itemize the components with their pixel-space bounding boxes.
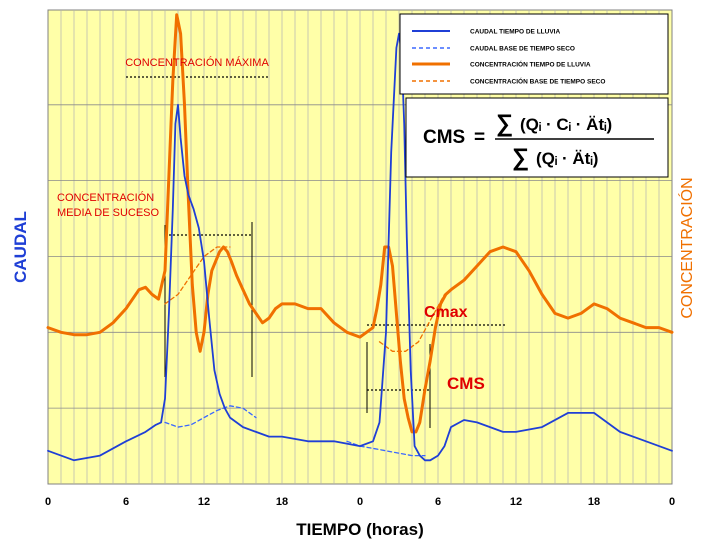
x-tick-label: 12	[198, 496, 210, 508]
annotation-concentracion-media-l1: CONCENTRACIÓN	[57, 191, 154, 204]
formula-sigma-bottom: ∑	[512, 144, 529, 171]
legend-label-caudal-base: CAUDAL BASE DE TIEMPO SECO	[470, 46, 575, 53]
series-line-0	[47, 32, 673, 462]
series-layer	[46, 13, 674, 462]
x-axis-label: TIEMPO (horas)	[296, 520, 424, 539]
series-line-5	[378, 293, 446, 352]
legend: CAUDAL TIEMPO DE LLUVIA CAUDAL BASE DE T…	[399, 13, 669, 95]
series-line-3	[46, 13, 674, 434]
x-tick-label: 18	[588, 496, 600, 508]
formula-box: CMS = ∑ (Qᵢ · Cᵢ · Ätᵢ) ∑ (Qᵢ · Ätᵢ)	[405, 97, 669, 178]
formula-lhs: CMS	[423, 127, 465, 148]
legend-box	[399, 13, 669, 95]
annotation-concentracion-maxima: CONCENTRACIÓN MÁXIMA	[125, 56, 269, 69]
x-tick-labels: 0 6 12 18 0 6 12 18 0	[45, 496, 675, 508]
formula-sigma-top: ∑	[496, 110, 513, 137]
legend-label-caudal-lluvia: CAUDAL TIEMPO DE LLUVIA	[470, 29, 560, 36]
formula-numerator: (Qᵢ · Cᵢ · Ätᵢ)	[520, 115, 612, 134]
x-tick-label: 0	[357, 496, 363, 508]
x-tick-label: 0	[669, 496, 675, 508]
x-tick-label: 12	[510, 496, 522, 508]
x-tick-label: 6	[123, 496, 129, 508]
formula-denominator: (Qᵢ · Ätᵢ)	[536, 149, 598, 168]
legend-label-conc-base: CONCENTRACIÓN BASE DE TIEMPO SECO	[470, 77, 605, 86]
series-line-1	[164, 405, 257, 428]
annotation-cmax: Cmax	[424, 304, 468, 321]
annotation-cms: CMS	[447, 374, 485, 393]
x-tick-label: 6	[435, 496, 441, 508]
annotation-concentracion-media-l2: MEDIA DE SUCESO	[57, 207, 160, 219]
series-line-4	[164, 246, 231, 305]
x-tick-label: 0	[45, 496, 51, 508]
legend-label-conc-lluvia: CONCENTRACIÓN TIEMPO DE LLUVIA	[470, 60, 591, 69]
y-axis-label-left: CAUDAL	[11, 211, 30, 283]
x-tick-label: 18	[276, 496, 288, 508]
y-axis-label-right: CONCENTRACIÓN	[677, 177, 696, 318]
formula-equals: =	[474, 127, 485, 148]
